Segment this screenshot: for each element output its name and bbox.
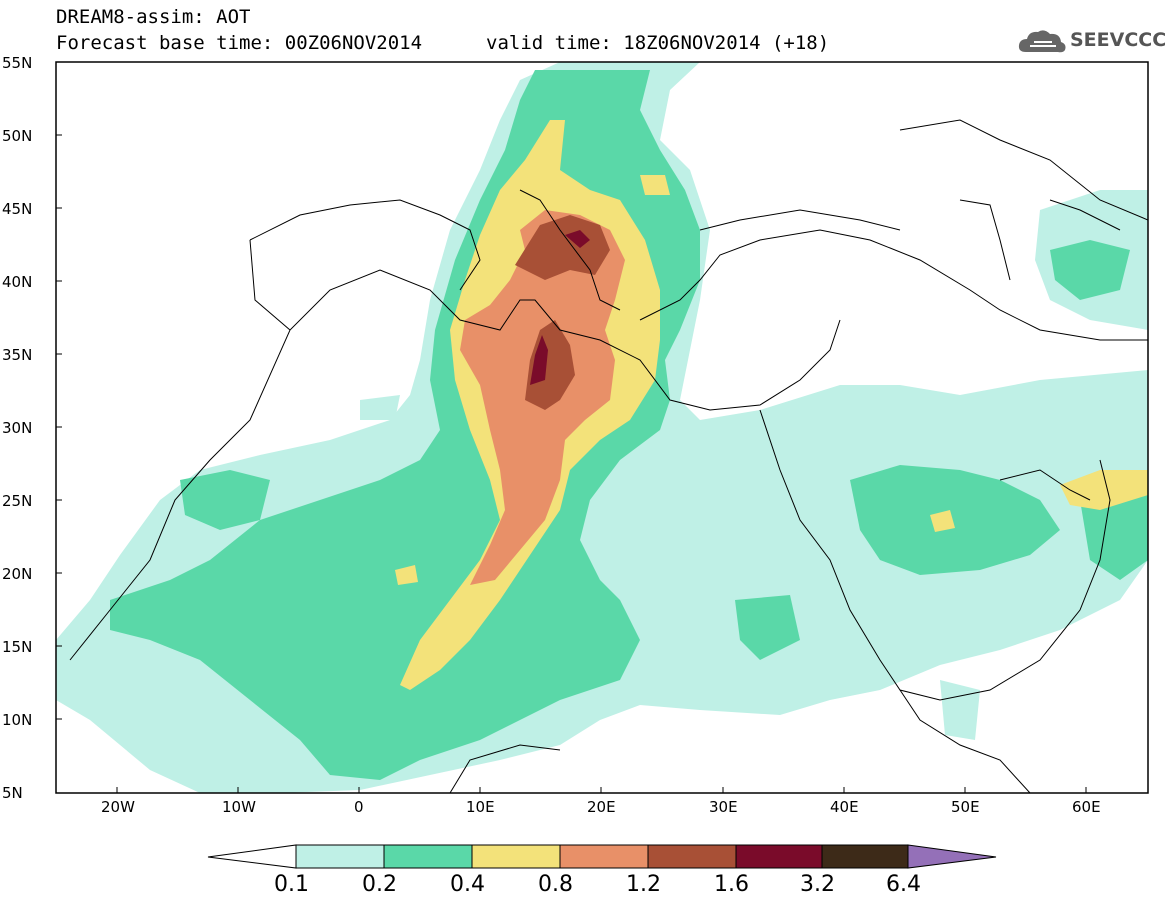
colorbar-label: 1.2 (626, 872, 661, 897)
lat-label: 45N (2, 200, 33, 218)
lon-label: 10W (222, 798, 256, 816)
colorbar-under (207, 844, 297, 869)
lat-label: 20N (2, 565, 33, 583)
colorbar-swatch-6 (735, 844, 823, 869)
colorbar-label: 0.8 (538, 872, 573, 897)
lat-label: 35N (2, 346, 33, 364)
colorbar-label: 1.6 (714, 872, 749, 897)
lon-label: 0 (354, 798, 364, 816)
lat-label: 15N (2, 638, 33, 656)
aot-band-1.2 (515, 215, 610, 280)
axis-ticks (56, 134, 1087, 793)
lat-label: 30N (2, 419, 33, 437)
lat-label: 10N (2, 711, 33, 729)
forecast-base-time: Forecast base time: 00Z06NOV2014 (56, 32, 423, 54)
lat-label: 25N (2, 492, 33, 510)
colorbar-over (907, 844, 997, 869)
lat-label: 50N (2, 127, 33, 145)
colorbar-label: 0.4 (450, 872, 485, 897)
lon-label: 30E (709, 798, 738, 816)
cloud-icon (1018, 30, 1066, 53)
lon-label: 20E (587, 798, 616, 816)
colorbar-label: 3.2 (800, 872, 835, 897)
aot-field (56, 62, 1148, 793)
colorbar-label: 0.2 (362, 872, 397, 897)
lon-label: 10E (466, 798, 495, 816)
map-title: DREAM8-assim: AOT (56, 6, 251, 28)
aot-band-1.6 (530, 335, 548, 385)
lat-label: 5N (2, 784, 23, 802)
colorbar-swatch-2 (383, 844, 473, 869)
lon-label: 60E (1072, 798, 1101, 816)
colorbar-swatch-7 (821, 844, 909, 869)
seevccc-logo: SEEVCCC (1016, 24, 1165, 60)
colorbar-swatch-1 (295, 844, 385, 869)
valid-time: valid time: 18Z06NOV2014 (+18) (486, 32, 830, 54)
colorbar-label: 6.4 (886, 872, 921, 897)
coastlines (69, 119, 1148, 793)
lat-label: 40N (2, 273, 33, 291)
logo-text: SEEVCCC (1070, 29, 1165, 51)
lon-label: 20W (101, 798, 135, 816)
lon-label: 50E (951, 798, 980, 816)
colorbar (207, 844, 997, 869)
colorbar-swatch-4 (559, 844, 649, 869)
colorbar-swatch-3 (471, 844, 561, 869)
lat-label: 55N (2, 54, 33, 72)
colorbar-swatch-5 (647, 844, 737, 869)
colorbar-label: 0.1 (274, 872, 309, 897)
lon-label: 40E (830, 798, 859, 816)
